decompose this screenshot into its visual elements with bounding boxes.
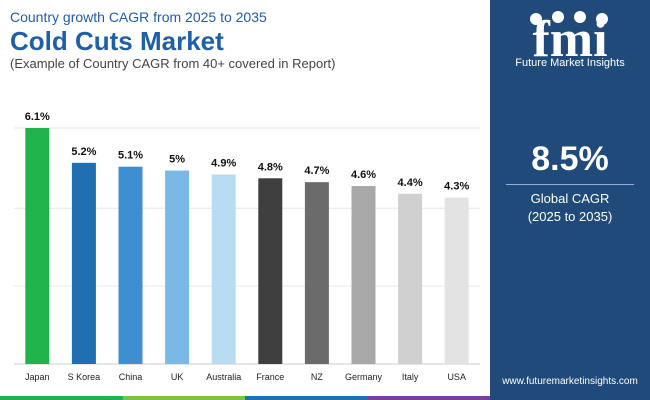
chart-subtitle: Country growth CAGR from 2025 to 2035 bbox=[10, 9, 267, 25]
x-tick-label: NZ bbox=[311, 372, 323, 382]
bottom-color-strip bbox=[0, 396, 490, 400]
x-tick-label: Germany bbox=[345, 372, 383, 382]
strip-segment-3 bbox=[245, 396, 368, 400]
svg-text:fmi: fmi bbox=[532, 11, 607, 68]
chart-svg: 6.1% Japan 5.2% S Korea 5.1% China 5% UK 4.9% Aus… bbox=[14, 111, 480, 382]
data-label: 4.8% bbox=[258, 161, 283, 173]
bar-uk bbox=[165, 170, 190, 364]
x-tick-label: France bbox=[256, 372, 284, 382]
bar-japan bbox=[25, 128, 50, 364]
data-label: 4.7% bbox=[304, 165, 329, 177]
bar-usa bbox=[444, 197, 469, 364]
bar-china bbox=[118, 166, 143, 364]
x-tick-label: China bbox=[119, 372, 143, 382]
x-tick-label: UK bbox=[171, 372, 184, 382]
fmi-logo-icon: fmi bbox=[530, 11, 608, 68]
data-label: 6.1% bbox=[25, 111, 50, 123]
bar-nz bbox=[304, 182, 329, 364]
data-label: 4.6% bbox=[351, 169, 376, 181]
global-cagr-label-line2: (2025 to 2035) bbox=[527, 209, 613, 224]
global-cagr-label: Global CAGR (2025 to 2035) bbox=[490, 190, 650, 226]
x-tick-label: Italy bbox=[402, 372, 419, 382]
data-label: 5.2% bbox=[71, 146, 96, 158]
chart-title: Cold Cuts Market bbox=[10, 26, 224, 56]
bar-france bbox=[258, 178, 283, 364]
x-tick-label: Japan bbox=[25, 372, 50, 382]
logo-text: Future Market Insights bbox=[515, 57, 625, 69]
x-tick-label: S Korea bbox=[68, 372, 101, 382]
website-link[interactable]: www.futuremarketinsights.com bbox=[502, 376, 638, 387]
data-label: 5.1% bbox=[118, 150, 143, 162]
data-label: 4.3% bbox=[444, 181, 469, 193]
data-label: 5% bbox=[169, 154, 185, 166]
bar-italy bbox=[398, 193, 423, 364]
data-label: 4.4% bbox=[398, 177, 423, 189]
panel-divider bbox=[506, 184, 634, 185]
strip-segment-2 bbox=[122, 396, 245, 400]
global-cagr-label-line1: Global CAGR bbox=[530, 191, 610, 206]
bar-australia bbox=[211, 174, 236, 364]
global-cagr-value: 8.5% bbox=[531, 140, 609, 178]
strip-segment-4 bbox=[367, 396, 490, 400]
bar-germany bbox=[351, 186, 376, 364]
bar-chart: 6.1% Japan 5.2% S Korea 5.1% China 5% UK 4.9% Aus… bbox=[0, 100, 490, 390]
x-tick-label: Australia bbox=[206, 372, 241, 382]
strip-segment-1 bbox=[0, 396, 123, 400]
x-tick-label: USA bbox=[447, 372, 466, 382]
data-label: 4.9% bbox=[211, 157, 236, 169]
chart-note: (Example of Country CAGR from 40+ covere… bbox=[10, 56, 336, 71]
bar-s-korea bbox=[71, 162, 96, 364]
summary-panel: fmi Future Market Insights 8.5% Global C… bbox=[490, 0, 650, 400]
